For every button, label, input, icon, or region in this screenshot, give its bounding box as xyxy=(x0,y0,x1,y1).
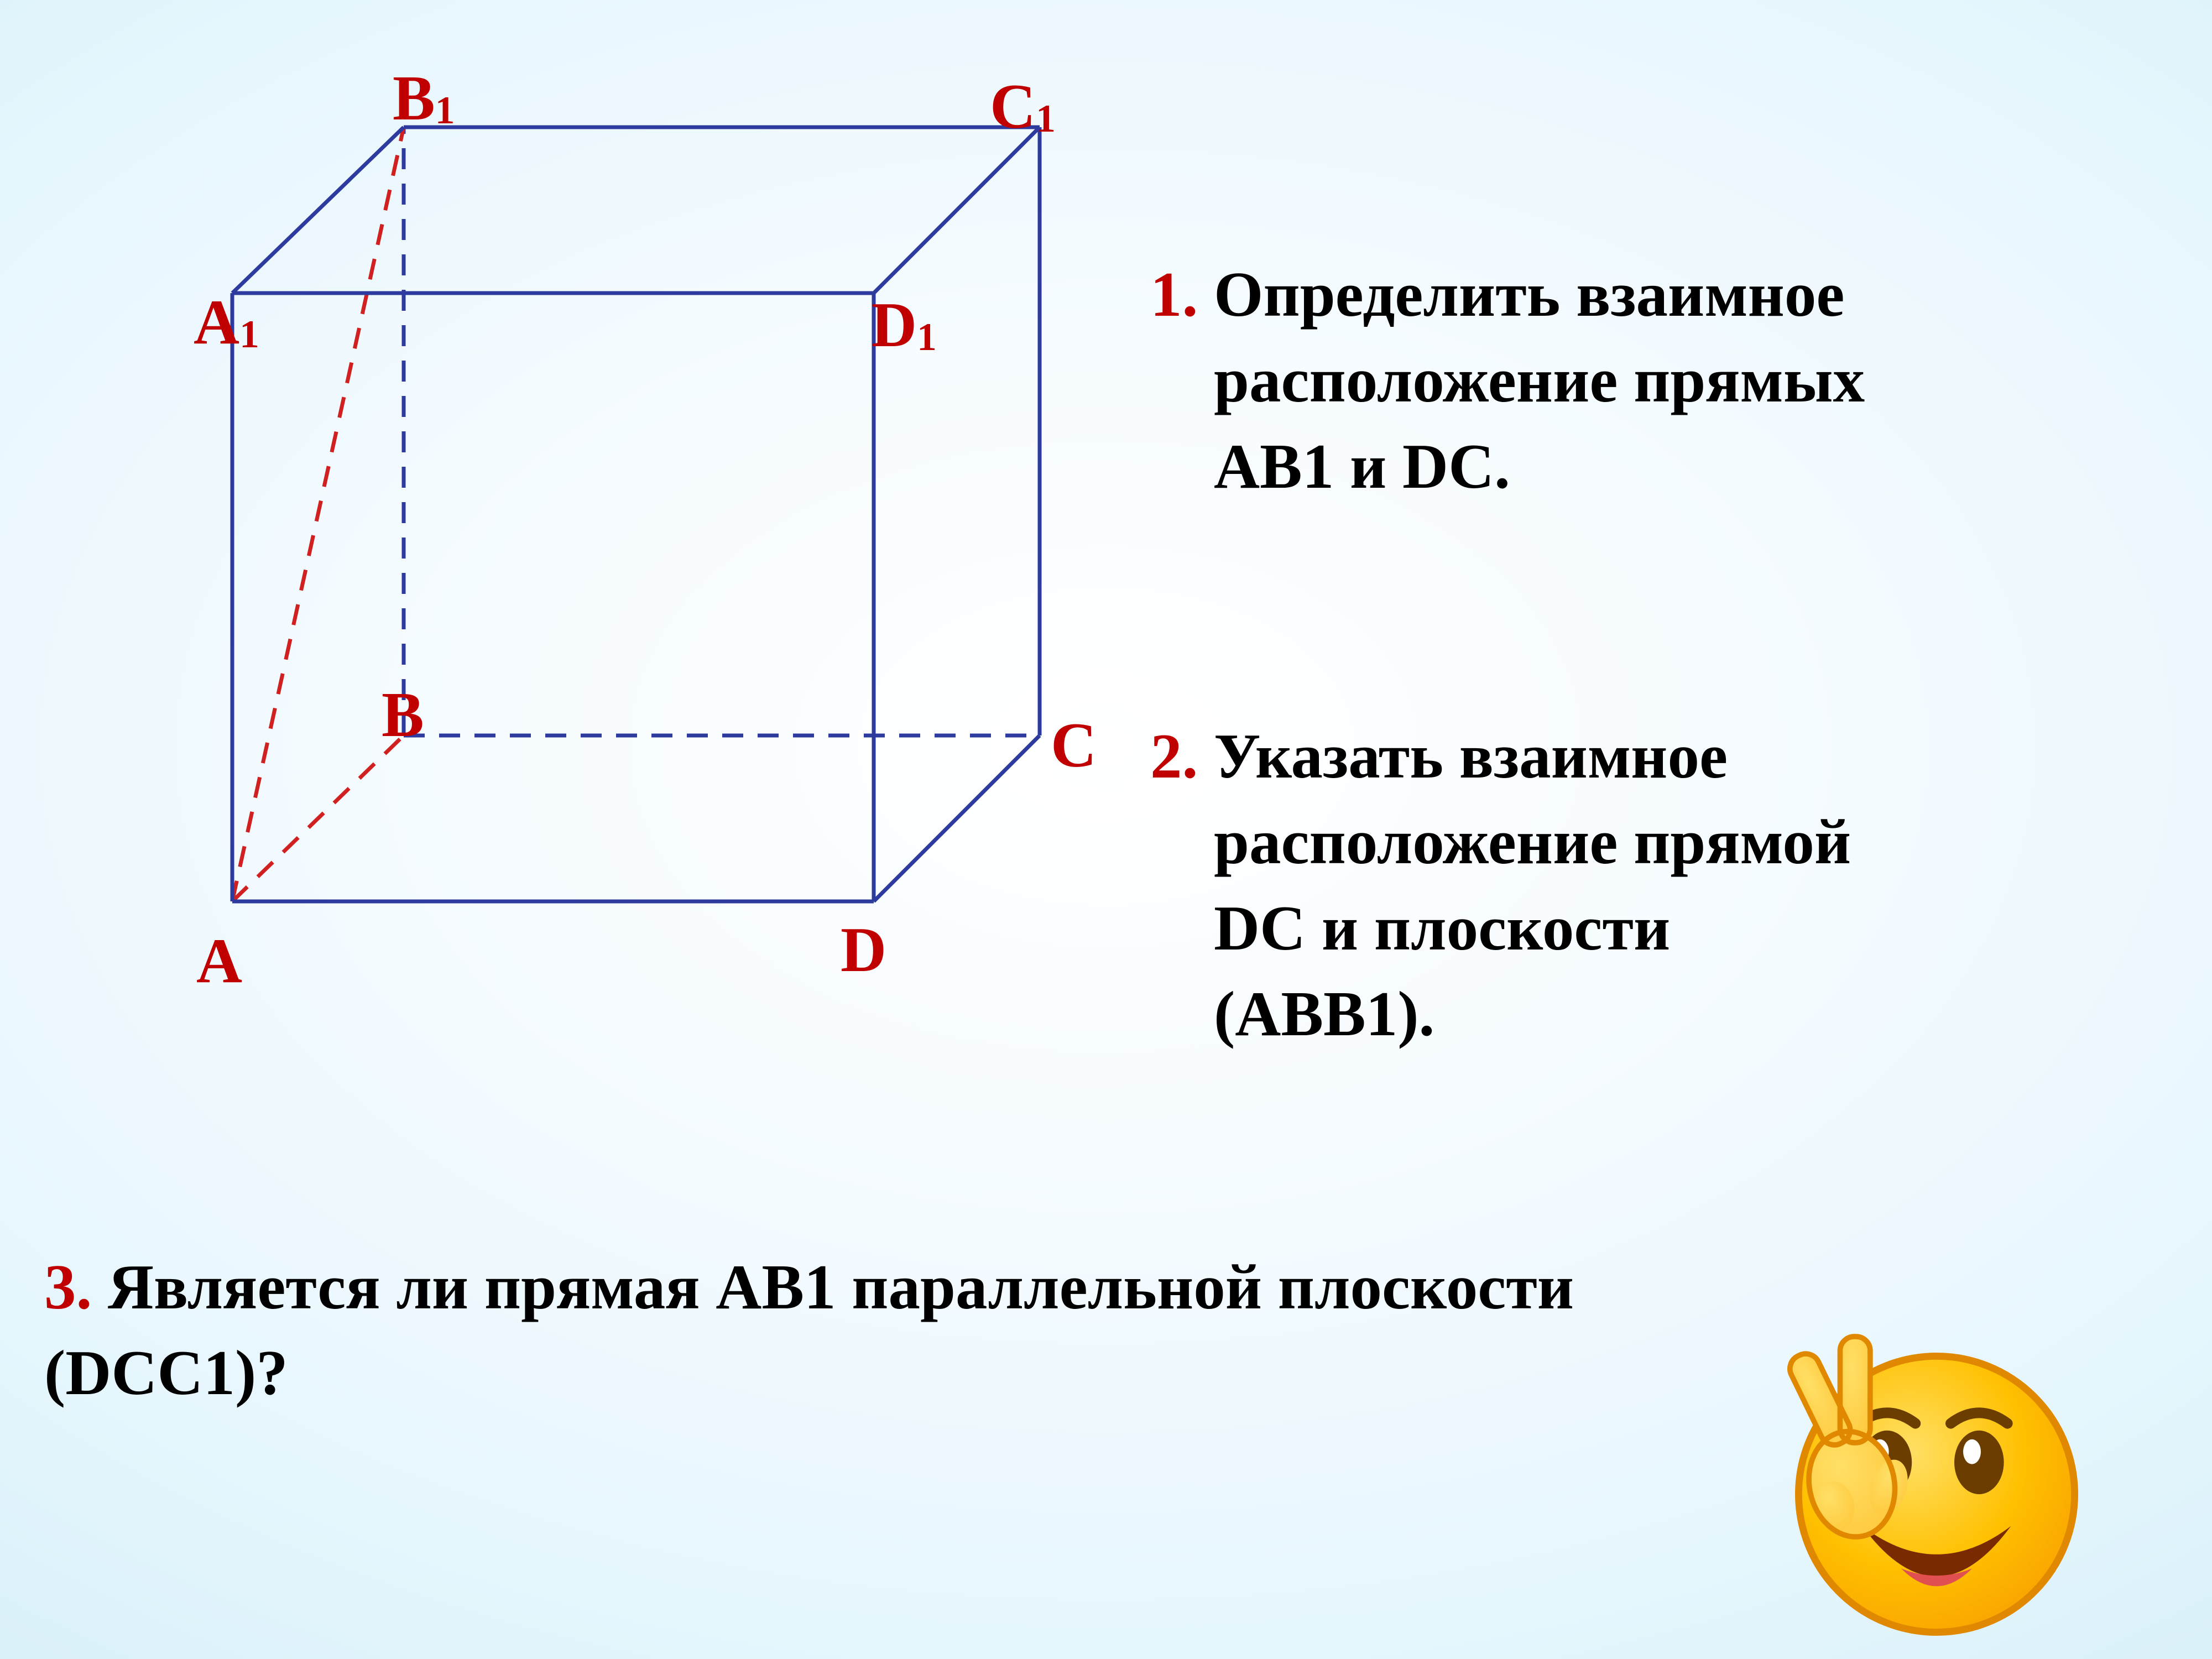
question-3-line1: Является ли прямая АВ1 параллельной плос… xyxy=(108,1252,1574,1322)
question-3: 3. Является ли прямая АВ1 параллельной п… xyxy=(44,1244,1980,1416)
vertex-label-B1: B1 xyxy=(393,66,455,130)
vertex-label-A: A xyxy=(196,929,242,993)
question-2-number: 2. xyxy=(1150,721,1198,791)
question-1: 1. Определить взаимное расположение прям… xyxy=(1150,252,2173,509)
question-2-line3: DC и плоскости xyxy=(1214,893,1670,963)
slide-stage: A D C B A1 D1 C1 B1 1. Определить взаимное расп… xyxy=(0,0,2212,1659)
question-3-number: 3. xyxy=(44,1252,92,1322)
vertex-label-C: C xyxy=(1051,713,1097,777)
question-2-line2: расположение прямой xyxy=(1214,807,1851,877)
vertex-label-D: D xyxy=(841,918,886,982)
question-1-line1: Определить взаимное xyxy=(1214,259,1844,330)
question-3-line2: (DCC1)? xyxy=(44,1338,288,1408)
question-1-line3: АВ1 и DС. xyxy=(1214,431,1510,502)
question-2-line1: Указать взаимное xyxy=(1214,721,1728,791)
vertex-label-C1: C1 xyxy=(990,75,1056,138)
question-1-number: 1. xyxy=(1150,259,1198,330)
vertex-label-A1: A1 xyxy=(194,290,259,354)
cube-diagram xyxy=(111,55,1161,1051)
question-2-line4: (АВВ1). xyxy=(1214,979,1434,1049)
question-1-line2: расположение прямых xyxy=(1214,345,1865,415)
vertex-label-D1: D1 xyxy=(871,293,937,357)
smiley-peace-icon xyxy=(1742,1300,2096,1653)
vertex-label-B: B xyxy=(382,683,424,747)
question-2: 2. Указать взаимное расположение прямой … xyxy=(1150,713,2173,1057)
